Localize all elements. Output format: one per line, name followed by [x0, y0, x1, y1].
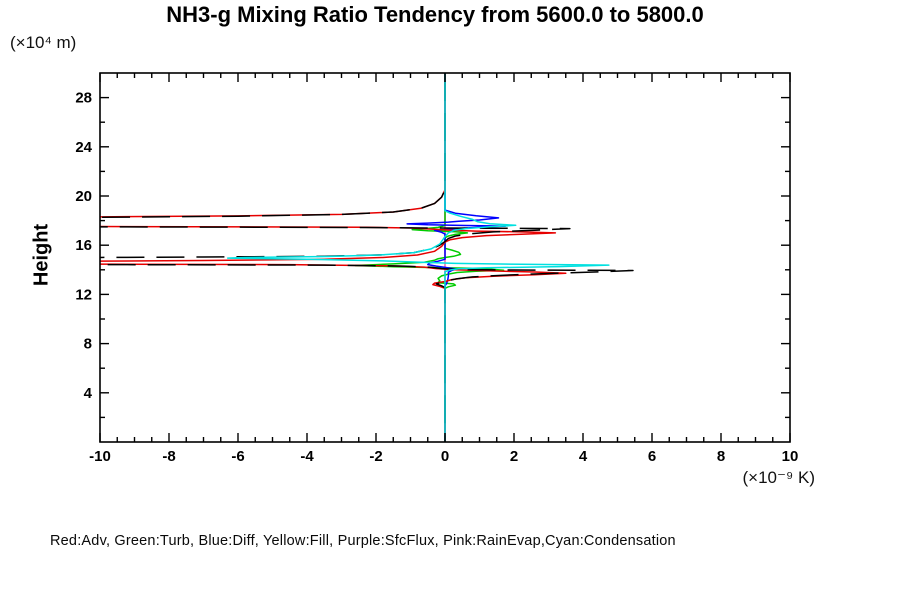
y-tick-label: 12 — [75, 286, 92, 303]
y-tick-label: 28 — [75, 90, 92, 107]
y-tick-label: 24 — [75, 139, 92, 156]
x-tick-label: 4 — [579, 448, 588, 465]
y-axis-unit-label: (×10⁴ m) — [10, 33, 77, 52]
series-condensation — [226, 73, 610, 442]
x-tick-label: 10 — [782, 448, 799, 465]
chart-title: NH3-g Mixing Ratio Tendency from 5600.0 … — [166, 2, 704, 27]
y-tick-label: 8 — [84, 336, 92, 353]
y-tick-label: 20 — [75, 188, 92, 205]
series-diff — [406, 73, 507, 442]
x-tick-label: -8 — [162, 448, 175, 465]
y-tick-label: 4 — [84, 385, 93, 402]
x-tick-label: 6 — [648, 448, 656, 465]
legend-caption: Red:Adv, Green:Turb, Blue:Diff, Yellow:F… — [50, 533, 676, 549]
x-tick-label: -10 — [89, 448, 111, 465]
x-tick-label: -2 — [369, 448, 382, 465]
y-tick-label: 16 — [75, 237, 92, 254]
x-axis-unit-label: (×10⁻⁹ K) — [742, 468, 815, 487]
x-tick-label: -6 — [231, 448, 244, 465]
x-tick-label: -4 — [300, 448, 314, 465]
x-tick-label: 0 — [441, 448, 449, 465]
x-tick-label: 2 — [510, 448, 518, 465]
x-tick-label: 8 — [717, 448, 725, 465]
